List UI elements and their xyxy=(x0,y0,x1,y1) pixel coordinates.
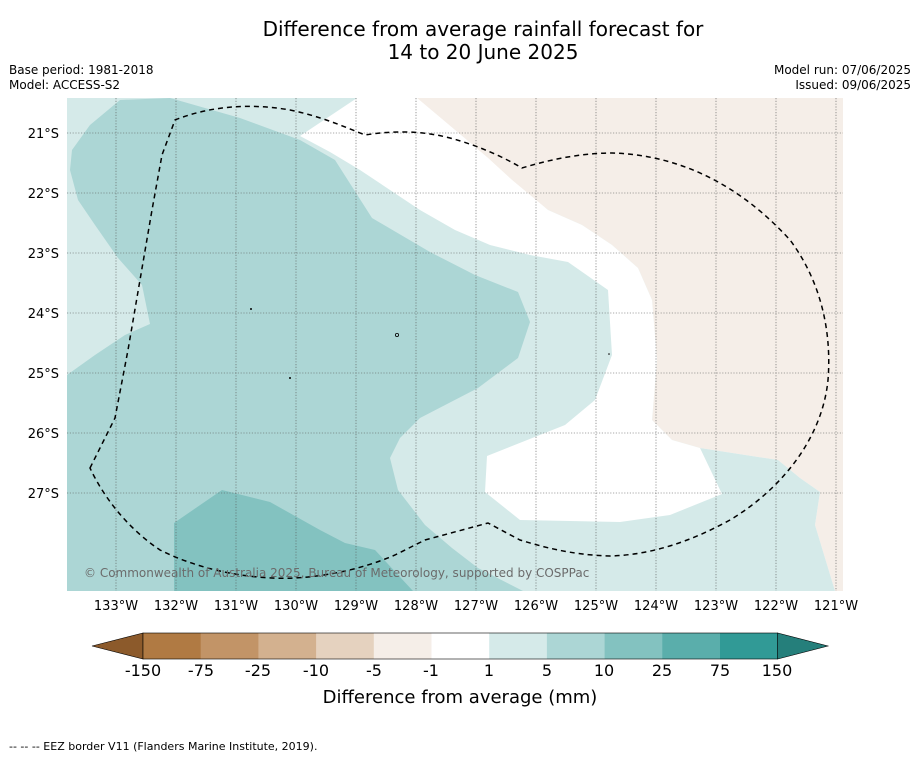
lon-label: 130°W xyxy=(274,599,318,614)
lon-label: 123°W xyxy=(694,599,738,614)
colorbar-swatch xyxy=(143,633,202,659)
base-period: Base period: 1981-2018 xyxy=(9,63,154,77)
meta-left: Base period: 1981-2018 Model: ACCESS-S2 xyxy=(9,63,154,93)
lon-label: 132°W xyxy=(154,599,198,614)
lat-label: 21°S xyxy=(28,127,59,142)
title-line-2: 14 to 20 June 2025 xyxy=(387,40,579,64)
meta-right: Model run: 07/06/2025 Issued: 09/06/2025 xyxy=(774,63,911,93)
island-marker xyxy=(250,308,252,310)
colorbar-extend-low xyxy=(91,632,144,660)
colorbar-swatch xyxy=(546,633,606,659)
lon-label: 131°W xyxy=(214,599,258,614)
colorbar-tick: -75 xyxy=(188,661,214,680)
colorbar-swatch xyxy=(316,633,375,659)
copyright-notice: © Commonwealth of Australia 2025, Bureau… xyxy=(84,566,589,580)
colorbar-tick: 150 xyxy=(762,661,793,680)
colorbar-tick: 10 xyxy=(594,661,614,680)
lat-label: 27°S xyxy=(28,487,59,502)
lat-label: 24°S xyxy=(28,307,59,322)
lon-label: 124°W xyxy=(634,599,678,614)
colorbar-tick: -10 xyxy=(303,661,329,680)
map-area: © Commonwealth of Australia 2025, Bureau… xyxy=(67,98,843,591)
map-title: Difference from average rainfall forecas… xyxy=(0,18,919,64)
colorbar-swatch xyxy=(662,633,721,659)
lon-label: 122°W xyxy=(754,599,798,614)
lat-label: 25°S xyxy=(28,367,59,382)
colorbar-swatch xyxy=(489,633,548,659)
colorbar-tick: -1 xyxy=(423,661,439,680)
island-marker xyxy=(394,332,399,337)
lon-label: 133°W xyxy=(94,599,138,614)
colorbar-tick: 25 xyxy=(652,661,672,680)
lon-label: 129°W xyxy=(334,599,378,614)
latitude-labels: 21°S 22°S 23°S 24°S 25°S 26°S 27°S xyxy=(28,127,59,502)
lon-label: 128°W xyxy=(394,599,438,614)
model-name: Model: ACCESS-S2 xyxy=(9,78,121,92)
lon-label: 125°W xyxy=(574,599,618,614)
lon-label: 121°W xyxy=(814,599,858,614)
colorbar-swatch xyxy=(720,633,779,659)
colorbar-ticks: -150 -75 -25 -10 -5 -1 1 5 10 25 75 150 xyxy=(125,661,792,680)
longitude-labels: 133°W 132°W 131°W 130°W 129°W 128°W 127°… xyxy=(94,599,858,614)
lon-label: 127°W xyxy=(454,599,498,614)
colorbar-tick: -150 xyxy=(125,661,161,680)
colorbar-swatch xyxy=(604,633,663,659)
below-average-region xyxy=(417,98,843,591)
title-line-1: Difference from average rainfall forecas… xyxy=(262,17,704,41)
colorbar-tick: 75 xyxy=(710,661,730,680)
issued-date: Issued: 09/06/2025 xyxy=(795,78,911,92)
eez-legend-note: -- -- -- EEZ border V11 (Flanders Marine… xyxy=(9,740,318,753)
heavy-wet-region xyxy=(174,490,413,591)
colorbar-swatch xyxy=(373,633,432,659)
moderate-wet-region xyxy=(67,98,530,591)
colorbar-swatch xyxy=(200,633,259,659)
colorbar-swatch xyxy=(431,633,490,659)
colorbar-swatch xyxy=(258,633,317,659)
colorbar-tick: -25 xyxy=(245,661,271,680)
graticule xyxy=(67,98,843,591)
lat-label: 26°S xyxy=(28,427,59,442)
island-marker xyxy=(608,353,610,355)
colorbar-title: Difference from average (mm) xyxy=(323,687,598,708)
colorbar-frame xyxy=(142,632,779,660)
colorbar-tick: -5 xyxy=(366,661,382,680)
colorbar-tick: 1 xyxy=(484,661,494,680)
colorbar-extend-high xyxy=(777,632,830,660)
lat-label: 23°S xyxy=(28,247,59,262)
colorbar-tick: 5 xyxy=(542,661,552,680)
colorbar xyxy=(91,632,830,660)
neutral-pocket xyxy=(300,98,722,522)
lon-label: 126°W xyxy=(514,599,558,614)
lat-label: 22°S xyxy=(28,187,59,202)
model-run: Model run: 07/06/2025 xyxy=(773,63,911,77)
eez-border xyxy=(89,105,830,580)
island-marker xyxy=(289,377,291,379)
